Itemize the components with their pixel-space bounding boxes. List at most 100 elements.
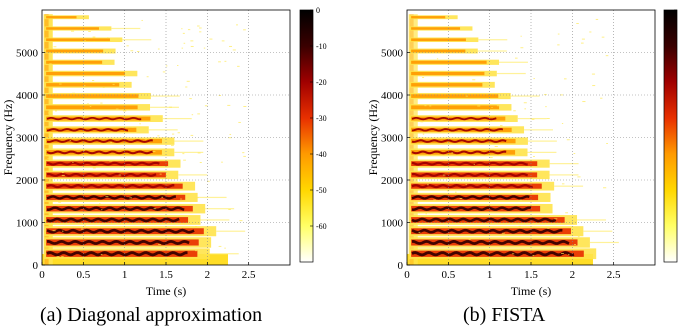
harmonic-tail xyxy=(499,61,528,63)
noise-speckle xyxy=(181,28,183,30)
noise-speckle xyxy=(105,196,109,198)
noise-speckle xyxy=(100,102,103,104)
harmonic-tail xyxy=(577,219,606,221)
noise-speckle xyxy=(523,204,527,206)
noise-speckle xyxy=(100,254,103,255)
harmonic-core xyxy=(411,128,504,132)
harmonic-band xyxy=(411,27,461,30)
noise-speckle xyxy=(418,231,421,233)
noise-speckle xyxy=(425,213,427,215)
harmonic-core xyxy=(46,251,188,257)
harmonic-band xyxy=(46,49,104,53)
noise-speckle xyxy=(84,40,86,42)
noise-speckle xyxy=(514,57,518,59)
harmonic-core xyxy=(46,116,142,121)
harmonic-tail xyxy=(517,117,547,120)
noise-speckle xyxy=(218,245,222,247)
harmonic-tail xyxy=(200,219,230,221)
noise-speckle xyxy=(76,237,80,239)
noise-speckle xyxy=(228,209,231,210)
noise-speckle xyxy=(109,160,113,162)
harmonic-tail xyxy=(496,72,526,75)
noise-speckle xyxy=(243,105,247,107)
harmonic-core xyxy=(46,240,190,246)
noise-speckle xyxy=(183,159,186,161)
noise-speckle xyxy=(576,23,579,24)
harmonic-core xyxy=(46,128,129,132)
noise-speckle xyxy=(468,160,471,161)
noise-speckle xyxy=(209,38,213,40)
colorbar-tick-label: 0 xyxy=(316,6,320,15)
noise-speckle xyxy=(101,209,103,211)
noise-speckle xyxy=(577,176,581,178)
noise-speckle xyxy=(582,101,586,103)
noise-speckle xyxy=(129,197,133,199)
harmonic-core xyxy=(46,161,160,166)
noise-speckle xyxy=(85,182,89,184)
harmonic-tail xyxy=(150,106,179,108)
noise-speckle xyxy=(136,51,140,53)
noise-speckle xyxy=(131,238,135,240)
noise-speckle xyxy=(118,174,122,176)
noise-speckle xyxy=(199,27,202,29)
noise-speckle xyxy=(115,108,119,110)
noise-speckle xyxy=(126,189,129,190)
harmonic-tail xyxy=(162,117,192,120)
y-tick-label: 0 xyxy=(398,260,404,272)
noise-speckle xyxy=(93,40,95,42)
harmonic-band xyxy=(411,60,487,64)
noise-speckle xyxy=(130,50,134,52)
caption-b: (b) FISTA xyxy=(463,304,546,326)
noise-speckle xyxy=(197,113,200,115)
y-tick-label: 4000 xyxy=(16,90,39,102)
y-tick-label: 2000 xyxy=(16,175,39,187)
noise-speckle xyxy=(161,196,164,198)
x-tick-label: 0.5 xyxy=(441,269,455,281)
noise-speckle xyxy=(477,105,481,107)
harmonic-tail xyxy=(549,163,579,165)
harmonic-tail xyxy=(216,230,246,232)
harmonic-tail xyxy=(174,140,204,142)
noise-speckle xyxy=(157,135,160,137)
noise-speckle xyxy=(568,254,570,256)
harmonic-core xyxy=(411,184,533,189)
noise-speckle xyxy=(426,184,429,186)
noise-speckle xyxy=(72,161,74,163)
harmonic-band xyxy=(411,38,466,42)
y-tick-label: 3000 xyxy=(381,133,404,145)
harmonic-band xyxy=(46,71,125,76)
harmonic-core xyxy=(411,195,530,200)
noise-speckle xyxy=(139,123,141,125)
noise-speckle xyxy=(197,25,200,27)
caption-a: (a) Diagonal approximation xyxy=(40,304,263,326)
noise-speckle xyxy=(130,177,133,179)
noise-speckle xyxy=(561,123,564,124)
low-frequency-band xyxy=(42,253,228,265)
colorbar-gradient xyxy=(663,9,678,263)
noise-speckle xyxy=(80,228,84,230)
noise-speckle xyxy=(84,224,86,226)
harmonic-tail xyxy=(477,50,507,52)
noise-speckle xyxy=(557,44,560,46)
noise-speckle xyxy=(92,80,95,82)
harmonic-core xyxy=(46,184,175,189)
noise-speckle xyxy=(489,157,493,159)
harmonic-band xyxy=(46,83,120,87)
harmonic-core xyxy=(411,228,563,234)
noise-speckle xyxy=(157,48,160,50)
y-axis-label: Frequency (Hz) xyxy=(1,100,15,176)
noise-speckle xyxy=(563,78,567,80)
noise-speckle xyxy=(533,78,535,80)
noise-speckle xyxy=(459,198,463,199)
harmonic-tail xyxy=(583,230,613,232)
noise-speckle xyxy=(182,32,185,34)
noise-speckle xyxy=(431,215,433,217)
noise-speckle xyxy=(167,200,171,202)
harmonic-tail xyxy=(111,27,141,30)
noise-speckle xyxy=(83,150,85,152)
noise-speckle xyxy=(467,249,471,251)
harmonic-tail xyxy=(527,151,557,153)
noise-speckle xyxy=(455,170,458,172)
noise-speckle xyxy=(499,125,503,127)
noise-speckle xyxy=(232,49,236,51)
